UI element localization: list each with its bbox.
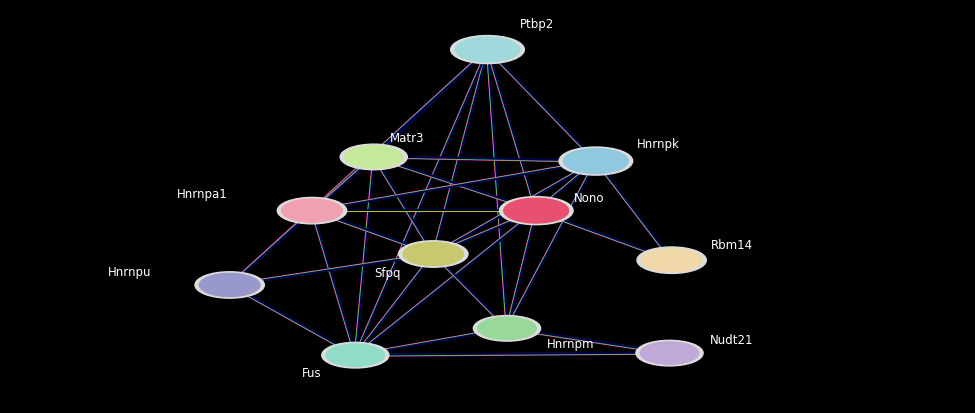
Circle shape [478,317,536,339]
Text: Nono: Nono [574,192,604,205]
Text: Ptbp2: Ptbp2 [520,18,554,31]
Circle shape [293,204,331,218]
Text: Hnrnpa1: Hnrnpa1 [176,188,227,201]
Circle shape [652,347,687,360]
Circle shape [559,147,633,175]
Circle shape [636,340,703,366]
Circle shape [195,272,264,298]
Circle shape [199,273,260,297]
Circle shape [468,42,507,57]
Circle shape [653,253,690,267]
Circle shape [337,349,372,362]
Circle shape [455,37,520,62]
Circle shape [322,342,389,368]
Text: Rbm14: Rbm14 [711,239,753,252]
Circle shape [504,198,568,223]
Circle shape [499,197,573,225]
Circle shape [415,247,451,261]
Circle shape [399,241,468,267]
Circle shape [517,203,556,218]
Circle shape [642,249,702,272]
Circle shape [637,247,706,273]
Circle shape [277,197,347,224]
Circle shape [282,199,342,222]
Circle shape [344,146,403,168]
Text: Hnrnpu: Hnrnpu [108,266,152,279]
Text: Matr3: Matr3 [390,132,424,145]
Text: Nudt21: Nudt21 [710,334,753,347]
Circle shape [340,144,408,170]
Text: Fus: Fus [302,367,322,380]
Text: Hnrnpm: Hnrnpm [547,338,595,351]
Circle shape [326,344,384,366]
Circle shape [403,242,464,266]
Circle shape [212,278,248,292]
Circle shape [641,342,699,364]
Text: Sfpq: Sfpq [374,267,401,280]
Circle shape [564,149,628,173]
Circle shape [489,322,525,335]
Circle shape [450,36,525,64]
Circle shape [474,316,540,341]
Circle shape [576,154,615,169]
Text: Hnrnpk: Hnrnpk [637,138,680,151]
Circle shape [356,150,391,164]
